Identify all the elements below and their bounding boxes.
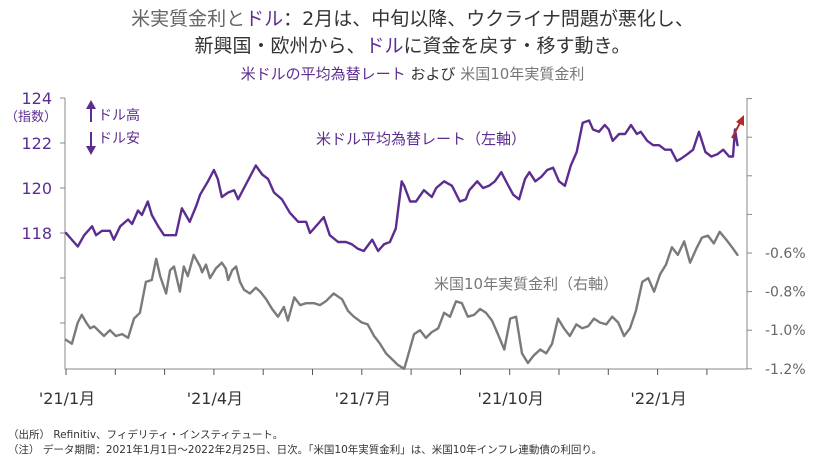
headline-part-dollar: ドル	[365, 35, 404, 57]
chart-title-usd: 米ドルの平均為替レート	[240, 65, 406, 83]
up-arrow-icon	[86, 100, 96, 122]
right-axis-tick-label: -0.6%	[765, 246, 806, 262]
left-axis-tick-label: 120	[21, 179, 52, 198]
annotations: ドル高 ドル安 米ドル平均為替レート（左軸） 米国10年実質金利（右軸）	[86, 100, 744, 293]
right-axis-tick-label: -1.2%	[765, 362, 806, 378]
headline-part: 米実質金利と	[131, 8, 246, 30]
left-axis-tick-label: 118	[21, 224, 52, 243]
source-note: （出所） Refinitiv、フィデリティ・インスティテュート。	[8, 429, 284, 441]
left-axis-tick-label: 124	[21, 89, 52, 108]
usd-index-line	[64, 119, 739, 253]
dollar-strong-label: ドル高	[98, 107, 140, 124]
usd-series-label: 米ドル平均為替レート（左軸）	[316, 130, 526, 148]
real-rate-line	[64, 230, 739, 370]
headline-part: に資金を戻す・移す動き。	[403, 35, 631, 57]
left-axis-tick-label: 122	[21, 134, 52, 153]
x-axis-tick-label: '21/1月	[39, 389, 95, 408]
chart-title: 米ドルの平均為替レート および 米国10年実質金利	[0, 63, 825, 85]
x-axis-tick-label: '22/1月	[630, 389, 686, 408]
rate-series-label: 米国10年実質金利（右軸）	[434, 275, 618, 293]
series-lines	[64, 119, 739, 370]
headline-part: ：2月は、中旬以降、ウクライナ問題が悪化し、	[283, 8, 694, 30]
headline-part-dollar: ドル	[245, 8, 284, 30]
dollar-weak-label: ドル安	[98, 131, 140, 147]
x-axis-tick-label: '21/7月	[335, 389, 391, 408]
chart-title-rate: 米国10年実質金利	[460, 65, 585, 83]
red-up-arrow-icon	[731, 115, 744, 139]
headline-line-2: 新興国・欧州から、ドルに資金を戻す・移す動き。	[0, 33, 825, 59]
data-note: （注） データ期間：2021年1月1日～2022年2月25日、日次。「米国10年…	[8, 444, 603, 456]
headline-line-1: 米実質金利とドル：2月は、中旬以降、ウクライナ問題が悪化し、	[0, 6, 825, 32]
headline-part: 新興国・欧州から、	[194, 35, 366, 57]
axes: 124 122 120 118 （指数） -0.6% -0.8% -1.0% -1.2% '21/…	[5, 89, 806, 408]
chart-title-and: および	[405, 65, 461, 83]
right-axis-tick-label: -0.8%	[765, 285, 806, 301]
right-axis-tick-label: -1.0%	[765, 323, 806, 339]
left-axis-unit-label: （指数）	[5, 110, 57, 125]
x-axis-tick-label: '21/10月	[477, 389, 544, 408]
down-arrow-icon	[86, 132, 96, 155]
x-axis-tick-label: '21/4月	[187, 389, 243, 408]
